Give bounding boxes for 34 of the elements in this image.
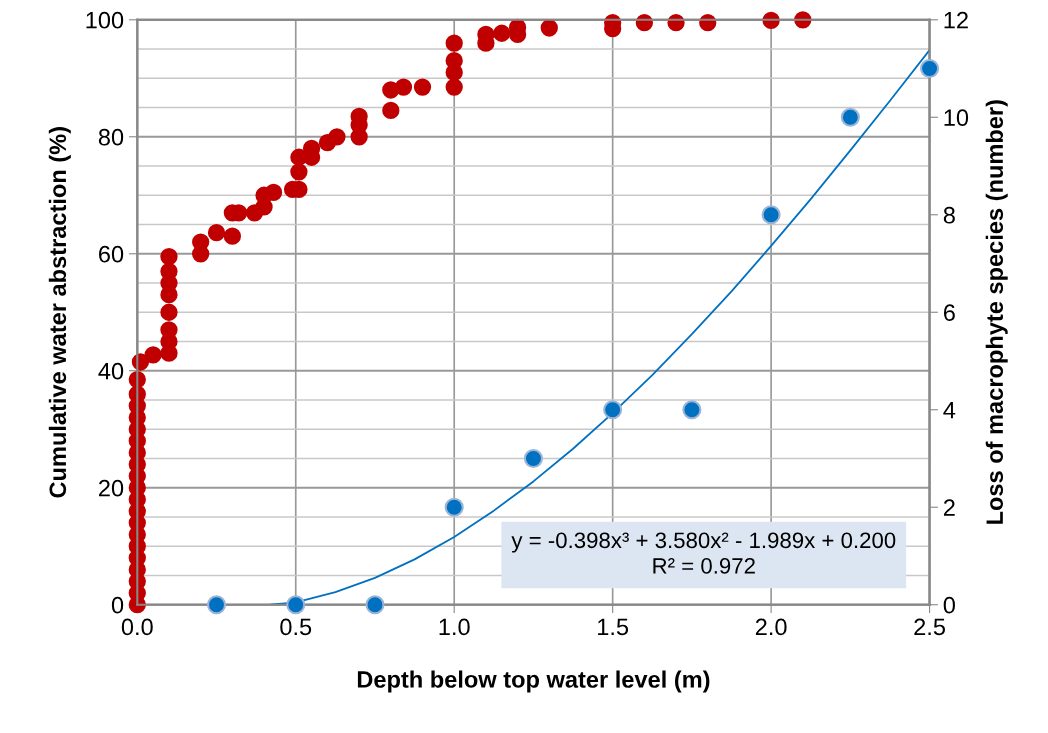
point bbox=[761, 205, 781, 225]
y-tick-label: 0 bbox=[111, 596, 124, 614]
annotation: y = -0.398x³ + 3.580x² - 1.989x + 0.200 bbox=[511, 532, 896, 553]
point bbox=[682, 400, 702, 420]
x-tick-label: 1.5 bbox=[598, 618, 629, 636]
x-tick-label: 2.0 bbox=[755, 618, 787, 636]
y-axis-title: Cumulative water abstraction (%) bbox=[48, 127, 71, 498]
point bbox=[286, 595, 306, 615]
x-tick-label: 0.5 bbox=[280, 618, 312, 636]
y2-tick-label: 2 bbox=[943, 499, 955, 516]
y2-tick-label: 0 bbox=[943, 596, 955, 614]
x-tick-label: 0.0 bbox=[121, 618, 153, 636]
x-tick-label: 2.5 bbox=[914, 618, 945, 636]
y-tick-label: 40 bbox=[98, 362, 124, 380]
point bbox=[206, 595, 227, 615]
point bbox=[603, 400, 623, 420]
y2-tick-label: 12 bbox=[944, 11, 968, 29]
point bbox=[444, 497, 464, 517]
y2-axis-title: Loss of macrophyte species (number) bbox=[985, 100, 1008, 524]
y-tick-label: 20 bbox=[99, 479, 124, 497]
y-tick-label: 100 bbox=[86, 11, 124, 29]
y2-tick-label: 6 bbox=[943, 304, 955, 322]
annotation: R² = 0.972 bbox=[653, 558, 755, 574]
y-tick-label: 80 bbox=[98, 128, 124, 146]
y-tick-label: 60 bbox=[99, 245, 124, 263]
point bbox=[523, 448, 543, 469]
y2-tick-label: 8 bbox=[943, 206, 955, 224]
point bbox=[840, 107, 860, 127]
y2-tick-label: 10 bbox=[944, 109, 969, 127]
x-tick-label: 1.0 bbox=[439, 618, 470, 636]
point bbox=[365, 595, 385, 615]
x-axis-title: Depth below top water level (m) bbox=[357, 670, 710, 693]
point bbox=[920, 58, 940, 79]
y2-tick-label: 4 bbox=[943, 402, 956, 419]
